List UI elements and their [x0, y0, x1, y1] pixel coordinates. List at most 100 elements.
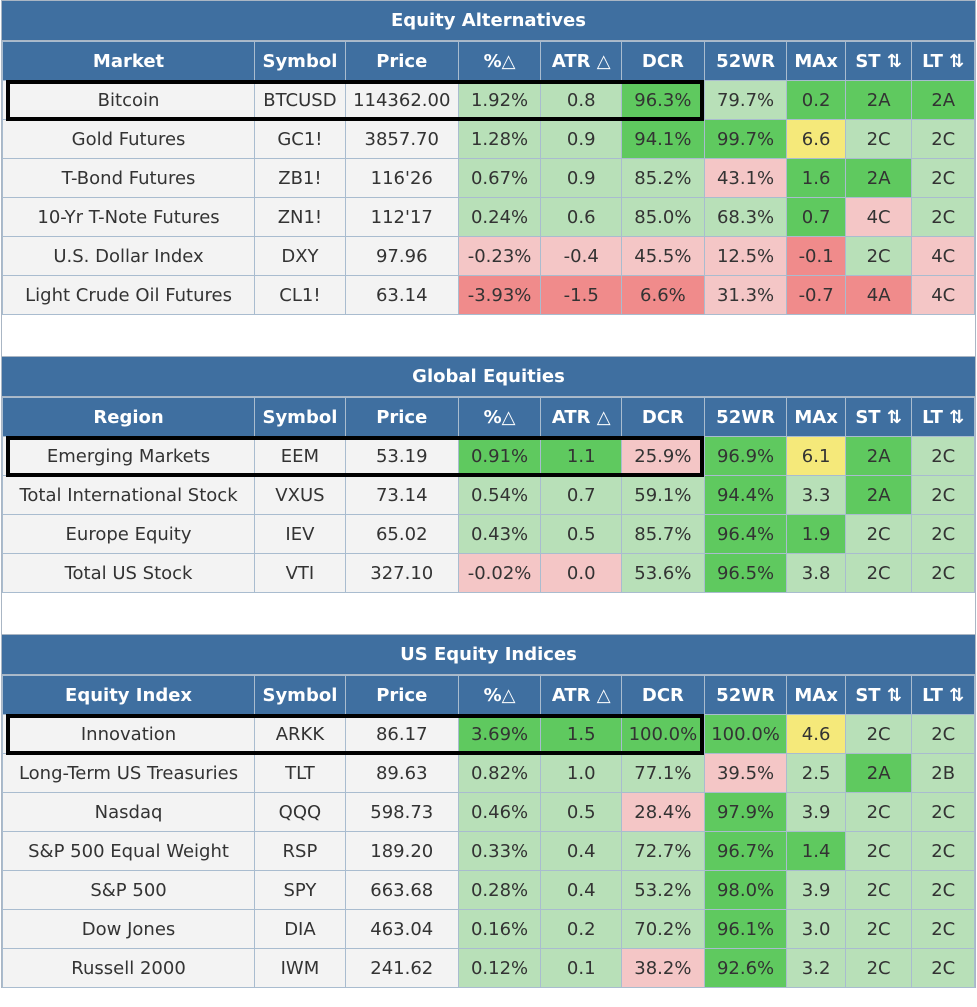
cell-price: 86.17: [344, 714, 459, 754]
section-spacer: [1, 315, 976, 356]
cell-symbol: SPY: [254, 870, 346, 910]
header-row: Market Symbol Price %△ ATR △ DCR 52WR MAx ST ⇅ LT…: [1, 41, 975, 81]
cell-lt: 2C: [911, 514, 975, 554]
column-header-max[interactable]: MAx: [786, 41, 846, 81]
cell-dcr: 85.7%: [621, 514, 705, 554]
cell-st: 2A: [844, 158, 913, 198]
column-header-lt[interactable]: LT ⇅: [911, 675, 975, 715]
table-row[interactable]: U.S. Dollar Index DXY 97.96 -0.23% -0.4 45.5%…: [1, 236, 975, 276]
cell-symbol: IWM: [254, 948, 346, 988]
column-header-name[interactable]: Equity Index: [1, 675, 256, 715]
column-header-st[interactable]: ST ⇅: [844, 397, 913, 437]
column-header-lt[interactable]: LT ⇅: [911, 41, 975, 81]
cell-pct-change: 0.16%: [457, 909, 542, 949]
cell-price: 65.02: [344, 514, 459, 554]
table-row[interactable]: Emerging Markets EEM 53.19 0.91% 1.1 25.9% 96.…: [1, 436, 975, 476]
cell-max: 3.0: [786, 909, 846, 949]
cell-lt: 2C: [911, 553, 975, 593]
cell-52wr: 96.9%: [703, 436, 788, 476]
table-row[interactable]: Innovation ARKK 86.17 3.69% 1.5 100.0% 100.0% 4…: [1, 714, 975, 754]
cell-dcr: 28.4%: [621, 792, 705, 832]
cell-price: 663.68: [344, 870, 459, 910]
cell-pct-change: 0.91%: [457, 436, 542, 476]
cell-atr-change: 0.5: [540, 792, 623, 832]
cell-dcr: 38.2%: [621, 948, 705, 988]
table-row[interactable]: Long-Term US Treasuries TLT 89.63 0.82% 1.0 7…: [1, 753, 975, 793]
section-global-equities: Global Equities Region Symbol Price %△ ATR △ D…: [1, 356, 976, 593]
cell-dcr: 85.0%: [621, 197, 705, 237]
cell-52wr: 96.4%: [703, 514, 788, 554]
column-header-atr-change[interactable]: ATR △: [540, 41, 623, 81]
table-row[interactable]: Gold Futures GC1! 3857.70 1.28% 0.9 94.1% 99.7…: [1, 119, 975, 159]
column-header-dcr[interactable]: DCR: [621, 397, 705, 437]
column-header-st[interactable]: ST ⇅: [844, 41, 913, 81]
cell-name: Russell 2000: [1, 948, 256, 988]
cell-atr-change: 1.5: [540, 714, 623, 754]
cell-52wr: 94.4%: [703, 475, 788, 515]
column-header-dcr[interactable]: DCR: [621, 675, 705, 715]
cell-st: 2C: [844, 831, 913, 871]
column-header-52wr[interactable]: 52WR: [703, 41, 788, 81]
column-header-price[interactable]: Price: [344, 397, 459, 437]
cell-st: 2A: [844, 436, 913, 476]
cell-name: Total International Stock: [1, 475, 256, 515]
table-row[interactable]: T-Bond Futures ZB1! 116'26 0.67% 0.9 85.2% 43.…: [1, 158, 975, 198]
cell-max: 1.4: [786, 831, 846, 871]
column-header-name[interactable]: Region: [1, 397, 256, 437]
column-header-symbol[interactable]: Symbol: [254, 397, 346, 437]
cell-symbol: CL1!: [254, 275, 346, 315]
table-row[interactable]: Nasdaq QQQ 598.73 0.46% 0.5 28.4% 97.9% 3.9 2C 2C: [1, 792, 975, 832]
table-row[interactable]: S&P 500 SPY 663.68 0.28% 0.4 53.2% 98.0% 3.9 2C 2…: [1, 870, 975, 910]
cell-dcr: 59.1%: [621, 475, 705, 515]
cell-pct-change: 0.24%: [457, 197, 542, 237]
cell-dcr: 70.2%: [621, 909, 705, 949]
data-table: Equity Index Symbol Price %△ ATR △ DCR 52WR MAx…: [1, 675, 975, 988]
table-row[interactable]: Bitcoin BTCUSD 114362.00 1.92% 0.8 96.3% 79.7%…: [1, 80, 975, 120]
column-header-price[interactable]: Price: [344, 41, 459, 81]
cell-symbol: ZB1!: [254, 158, 346, 198]
table-row[interactable]: Total US Stock VTI 327.10 -0.02% 0.0 53.6% 96.…: [1, 553, 975, 593]
cell-price: 89.63: [344, 753, 459, 793]
cell-atr-change: 0.9: [540, 119, 623, 159]
column-header-symbol[interactable]: Symbol: [254, 675, 346, 715]
cell-52wr: 96.5%: [703, 553, 788, 593]
column-header-st[interactable]: ST ⇅: [844, 675, 913, 715]
cell-symbol: IEV: [254, 514, 346, 554]
cell-dcr: 96.3%: [621, 80, 705, 120]
column-header-max[interactable]: MAx: [786, 397, 846, 437]
column-header-atr-change[interactable]: ATR △: [540, 397, 623, 437]
cell-dcr: 72.7%: [621, 831, 705, 871]
cell-price: 3857.70: [344, 119, 459, 159]
column-header-symbol[interactable]: Symbol: [254, 41, 346, 81]
column-header-price[interactable]: Price: [344, 675, 459, 715]
cell-52wr: 31.3%: [703, 275, 788, 315]
cell-symbol: DXY: [254, 236, 346, 276]
column-header-max[interactable]: MAx: [786, 675, 846, 715]
table-row[interactable]: 10-Yr T-Note Futures ZN1! 112'17 0.24% 0.6 85…: [1, 197, 975, 237]
column-header-name[interactable]: Market: [1, 41, 256, 81]
cell-symbol: EEM: [254, 436, 346, 476]
cell-name: Long-Term US Treasuries: [1, 753, 256, 793]
column-header-atr-change[interactable]: ATR △: [540, 675, 623, 715]
cell-name: Light Crude Oil Futures: [1, 275, 256, 315]
cell-symbol: VXUS: [254, 475, 346, 515]
table-row[interactable]: Total International Stock VXUS 73.14 0.54% 0…: [1, 475, 975, 515]
column-header-lt[interactable]: LT ⇅: [911, 397, 975, 437]
table-row[interactable]: Dow Jones DIA 463.04 0.16% 0.2 70.2% 96.1% 3.0 2…: [1, 909, 975, 949]
column-header-dcr[interactable]: DCR: [621, 41, 705, 81]
cell-lt: 2C: [911, 197, 975, 237]
cell-atr-change: 0.4: [540, 831, 623, 871]
column-header-52wr[interactable]: 52WR: [703, 397, 788, 437]
column-header-52wr[interactable]: 52WR: [703, 675, 788, 715]
table-row[interactable]: Europe Equity IEV 65.02 0.43% 0.5 85.7% 96.4% 1…: [1, 514, 975, 554]
column-header-pct-change[interactable]: %△: [457, 675, 542, 715]
table-row[interactable]: Light Crude Oil Futures CL1! 63.14 -3.93% -1…: [1, 275, 975, 315]
table-row[interactable]: Russell 2000 IWM 241.62 0.12% 0.1 38.2% 92.6% 3…: [1, 948, 975, 988]
cell-pct-change: 0.43%: [457, 514, 542, 554]
column-header-pct-change[interactable]: %△: [457, 397, 542, 437]
column-header-pct-change[interactable]: %△: [457, 41, 542, 81]
cell-atr-change: 0.4: [540, 870, 623, 910]
cell-max: 0.7: [786, 197, 846, 237]
cell-52wr: 100.0%: [703, 714, 788, 754]
table-row[interactable]: S&P 500 Equal Weight RSP 189.20 0.33% 0.4 72.…: [1, 831, 975, 871]
